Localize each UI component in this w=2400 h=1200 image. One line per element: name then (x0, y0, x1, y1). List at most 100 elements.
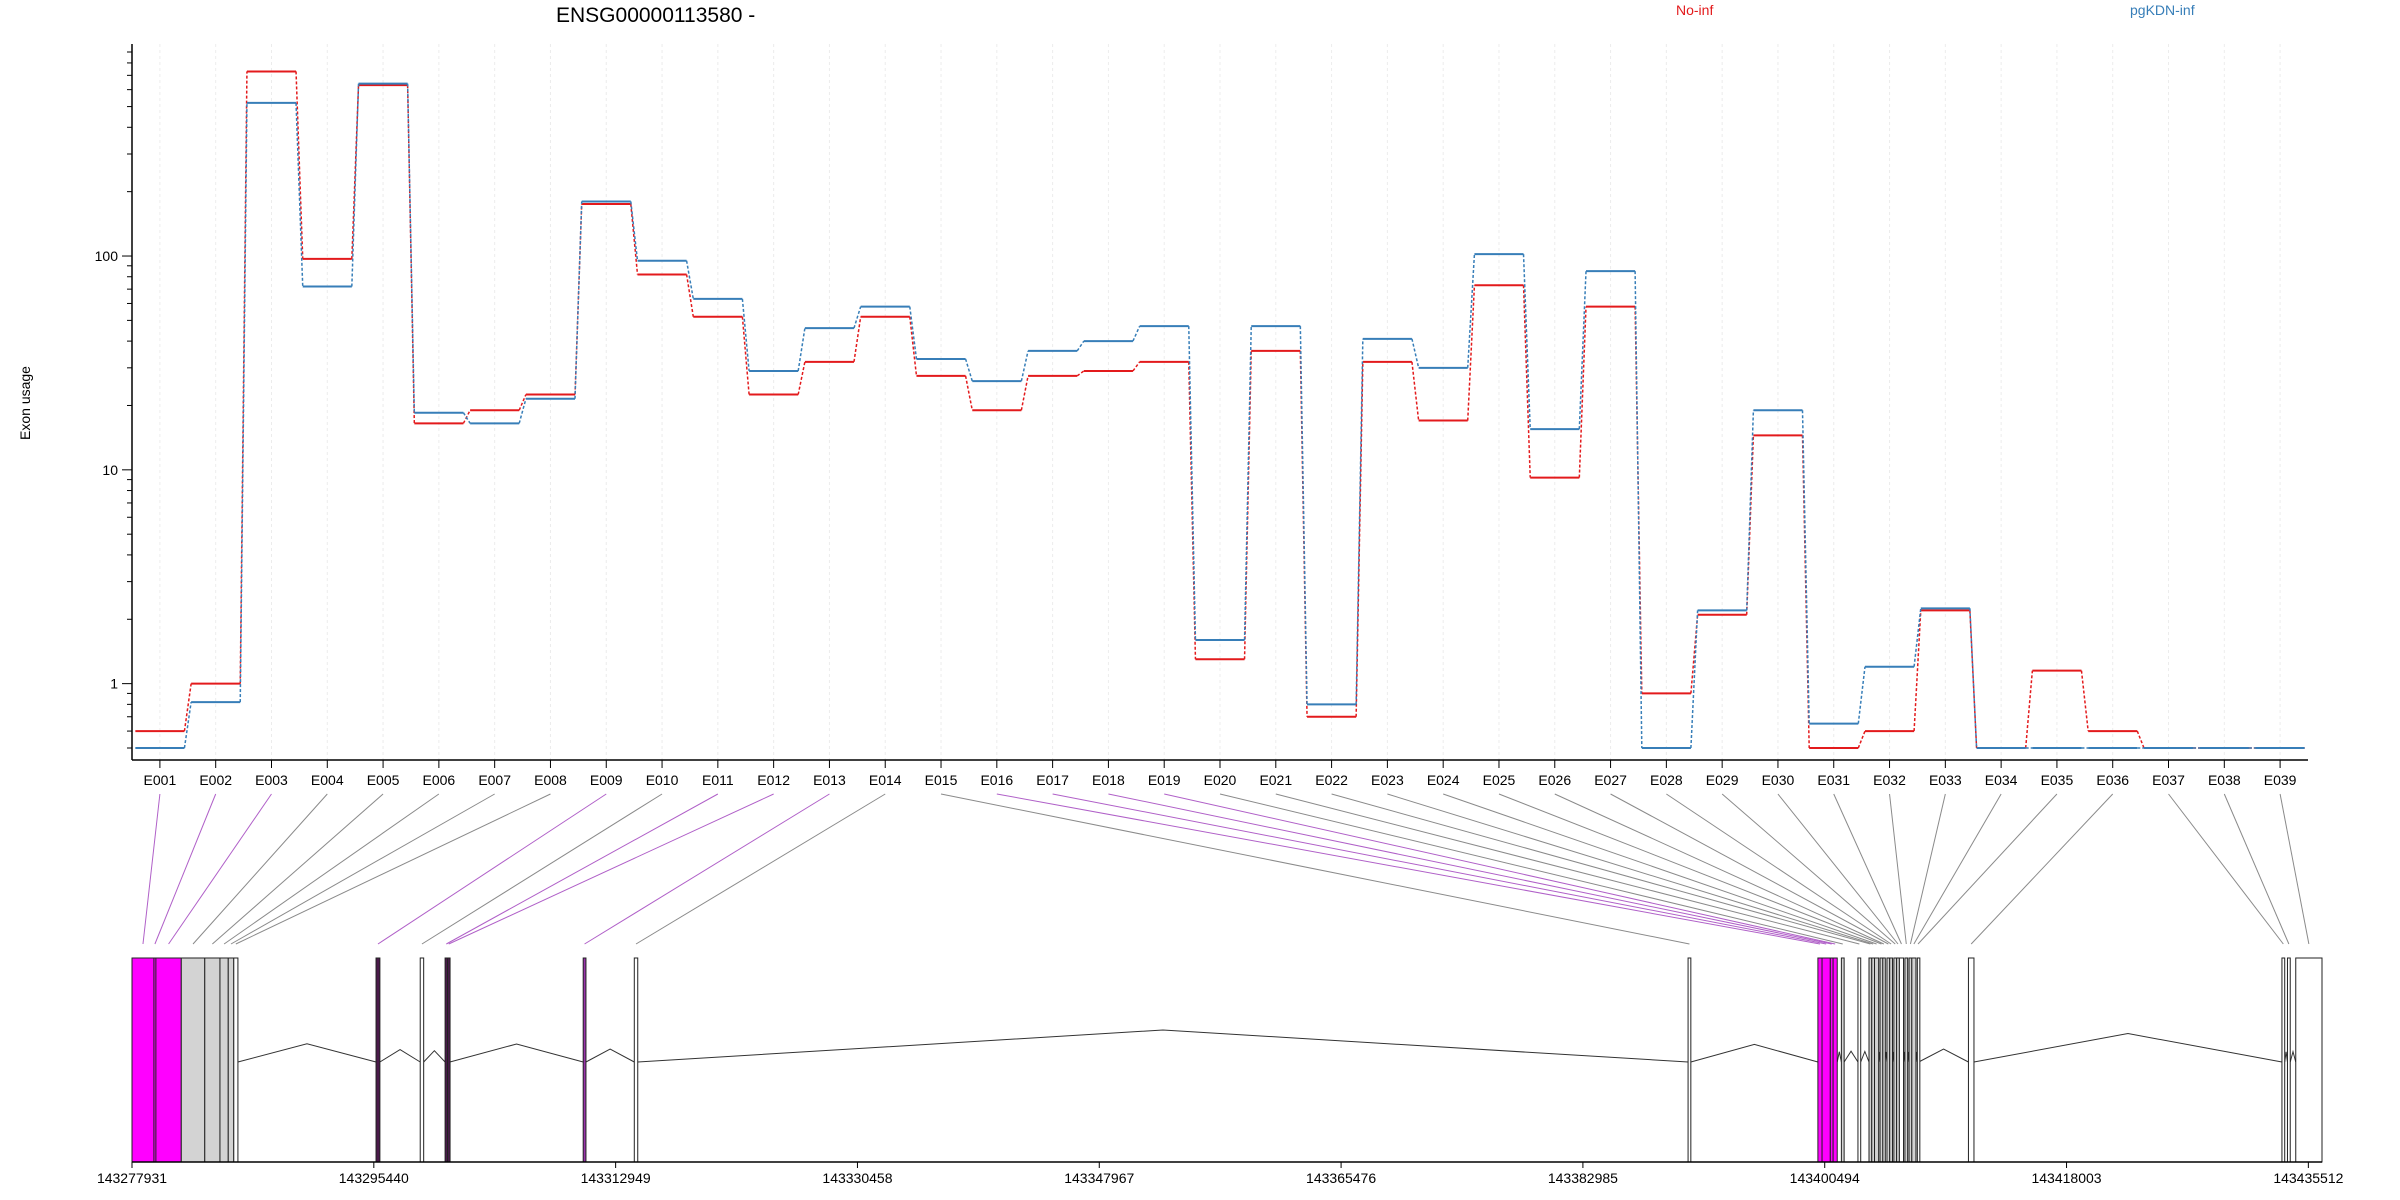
x-tick-label-E003: E003 (255, 772, 288, 788)
coordinate-label: 143400494 (1790, 1170, 1860, 1186)
exon-box-E016 (1817, 957, 1823, 1163)
x-tick-label-E017: E017 (1036, 772, 1069, 788)
x-tick-label-E002: E002 (199, 772, 232, 788)
exon-box-E013 (582, 957, 587, 1163)
exon-link-E037 (2168, 793, 2284, 945)
connector-pgKDN-inf-E031 (1857, 666, 1866, 724)
exon-link-E031 (1833, 793, 1902, 945)
connector-No-inf-E015 (964, 375, 974, 411)
x-tick-label-E004: E004 (311, 772, 344, 788)
exon-link-E008 (235, 793, 551, 945)
exon-link-E036 (1970, 793, 2114, 945)
exon-link-E004 (192, 793, 328, 945)
exon-box-E031 (1898, 957, 1905, 1163)
x-tick-label-E024: E024 (1427, 772, 1460, 788)
exon-link-E021 (1275, 793, 1860, 945)
intron-E012 (449, 1043, 584, 1063)
connector-No-inf-E001 (183, 683, 192, 732)
intron-E035 (1918, 1048, 1969, 1063)
x-tick-label-E037: E037 (2152, 772, 2185, 788)
exon-link-E029 (1721, 793, 1896, 945)
exon-link-E032 (1889, 793, 1907, 945)
connector-No-inf-E007 (518, 394, 527, 411)
x-tick-label-E016: E016 (980, 772, 1013, 788)
exon-link-E003 (168, 793, 272, 945)
intron-E019 (1836, 1051, 1842, 1063)
exon-link-E001 (142, 793, 161, 945)
x-tick-label-E033: E033 (1929, 772, 1962, 788)
connector-No-inf-E031 (1857, 730, 1866, 749)
x-tick-label-E038: E038 (2208, 772, 2241, 788)
coordinate-label: 143435512 (2273, 1170, 2343, 1186)
intron-E009 (379, 1048, 421, 1063)
x-tick-label-E039: E039 (2264, 772, 2297, 788)
intron-E014 (637, 1029, 1689, 1063)
connector-pgKDN-inf-E033 (1969, 608, 1978, 749)
exon-link-E018 (1108, 793, 1832, 945)
exon-box-E021 (1857, 957, 1862, 1163)
exon-link-E038 (2223, 793, 2290, 945)
x-tick-label-E028: E028 (1650, 772, 1683, 788)
exon-link-E034 (1913, 793, 2002, 945)
exon-link-E005 (212, 793, 384, 945)
exon-link-E035 (1917, 793, 2058, 945)
exon-box-E020 (1840, 957, 1845, 1163)
exon-box-E032 (1904, 957, 1909, 1163)
y-axis-label: Exon usage (17, 366, 33, 440)
x-tick-label-E032: E032 (1873, 772, 1906, 788)
connector-No-inf-E024 (1466, 285, 1476, 421)
connector-No-inf-E016 (1020, 375, 1029, 411)
connector-pgKDN-inf-E032 (1913, 608, 1922, 667)
coordinate-label: 143277931 (97, 1170, 167, 1186)
exon-link-E007 (230, 793, 495, 945)
connector-pgKDN-inf-E012 (797, 328, 806, 372)
connector-pgKDN-inf-E030 (1801, 410, 1810, 724)
x-tick-label-E020: E020 (1204, 772, 1237, 788)
exon-link-E026 (1554, 793, 1885, 945)
exon-box-E037 (2281, 957, 2286, 1163)
exon-link-E016 (996, 793, 1821, 945)
connector-pgKDN-inf-E008 (574, 201, 583, 399)
coordinate-label: 143330458 (822, 1170, 892, 1186)
x-tick-label-E012: E012 (757, 772, 790, 788)
exon-link-E006 (223, 793, 440, 945)
connector-No-inf-E027 (1634, 306, 1643, 694)
x-tick-label-E010: E010 (646, 772, 679, 788)
connector-No-inf-E032 (1913, 610, 1922, 732)
intron-E038 (2289, 1049, 2297, 1063)
connector-pgKDN-inf-E024 (1466, 254, 1476, 368)
connector-pgKDN-inf-E014 (909, 306, 918, 360)
exon-link-E010 (421, 793, 663, 945)
y-tick-label: 10 (102, 462, 118, 478)
x-tick-label-E018: E018 (1092, 772, 1125, 788)
connector-No-inf-E004 (351, 85, 360, 259)
connector-pgKDN-inf-E023 (1411, 338, 1420, 368)
connector-pgKDN-inf-E026 (1578, 271, 1587, 430)
exon-box-E017 (1821, 957, 1831, 1163)
coordinate-label: 143312949 (581, 1170, 651, 1186)
connector-pgKDN-inf-E025 (1522, 254, 1531, 430)
connector-No-inf-E018 (1132, 361, 1141, 372)
x-tick-label-E006: E006 (423, 772, 456, 788)
connector-No-inf-E036 (2136, 730, 2145, 749)
connector-No-inf-E011 (741, 316, 750, 395)
connector-No-inf-E017 (1076, 370, 1085, 377)
exon-link-E033 (1909, 793, 1946, 945)
coordinate-label: 143418003 (2031, 1170, 2101, 1186)
exon-link-E022 (1331, 793, 1871, 945)
exon-link-E028 (1666, 793, 1892, 945)
x-tick-label-E013: E013 (813, 772, 846, 788)
exon-link-E027 (1610, 793, 1889, 945)
connector-No-inf-E010 (685, 274, 695, 317)
x-tick-label-E008: E008 (534, 772, 567, 788)
connector-pgKDN-inf-E007 (518, 398, 527, 424)
exon-link-E023 (1387, 793, 1874, 945)
connector-pgKDN-inf-E027 (1634, 271, 1643, 749)
exon-link-E024 (1443, 793, 1877, 945)
exon-box-E019 (1832, 957, 1838, 1163)
connector-pgKDN-inf-E003 (295, 102, 304, 287)
x-tick-label-E009: E009 (590, 772, 623, 788)
intron-E021 (1860, 1050, 1870, 1063)
exon-box-E028 (1889, 957, 1893, 1163)
exon-box-E004 (180, 957, 206, 1163)
